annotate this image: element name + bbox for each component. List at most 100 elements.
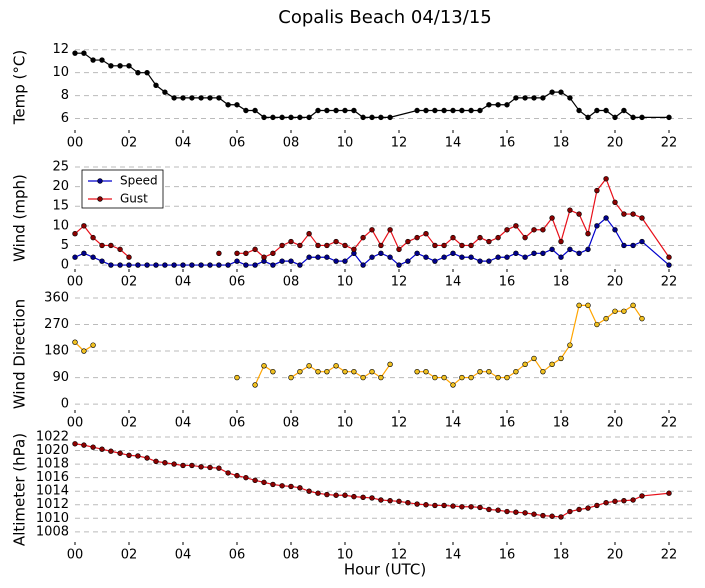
- data-point: [549, 215, 555, 221]
- y-tick-label: 12: [52, 42, 69, 57]
- data-point: [522, 234, 528, 241]
- data-point: [198, 262, 204, 268]
- data-point: [108, 448, 114, 454]
- data-point: [558, 89, 564, 95]
- y-tick-label: 1020: [36, 443, 69, 458]
- data-point: [180, 262, 186, 268]
- data-point: [243, 474, 249, 481]
- data-point: [414, 234, 420, 241]
- data-point: [243, 262, 249, 268]
- data-point: [315, 242, 321, 249]
- x-tick-label: 10: [337, 416, 354, 431]
- y-tick-label: 10: [52, 218, 69, 233]
- data-point: [423, 254, 429, 260]
- data-point: [396, 262, 402, 268]
- data-point: [459, 242, 465, 249]
- x-tick-label: 14: [445, 136, 462, 151]
- data-point: [351, 493, 357, 500]
- data-point: [342, 492, 348, 498]
- data-point: [387, 114, 393, 121]
- data-point: [99, 242, 105, 249]
- x-tick-label: 16: [499, 275, 516, 290]
- data-point: [495, 102, 501, 108]
- data-point: [405, 238, 411, 245]
- x-tick-label: 10: [337, 548, 354, 563]
- data-point: [270, 481, 276, 488]
- data-point: [513, 223, 519, 229]
- data-point: [567, 207, 573, 213]
- data-point: [576, 506, 582, 513]
- y-tick-label: 1018: [36, 457, 69, 472]
- data-point: [603, 176, 609, 182]
- x-tick-label: 10: [337, 275, 354, 290]
- x-tick-label: 02: [121, 416, 138, 431]
- data-point: [153, 82, 159, 88]
- data-point: [441, 107, 447, 114]
- data-point: [549, 513, 555, 519]
- data-point: [126, 63, 132, 69]
- data-point: [387, 227, 393, 233]
- data-point: [486, 102, 492, 108]
- data-point: [468, 504, 474, 510]
- y-tick-label: 1022: [36, 430, 69, 445]
- data-point: [621, 211, 627, 217]
- x-tick-label: 12: [391, 548, 408, 563]
- x-tick-label: 20: [607, 416, 624, 431]
- data-point: [513, 509, 519, 515]
- data-point: [468, 254, 474, 260]
- data-point: [198, 464, 204, 470]
- data-point: [486, 258, 492, 264]
- data-point: [459, 374, 465, 381]
- y-tick-label: 1012: [36, 497, 69, 512]
- x-tick-label: 08: [283, 136, 300, 151]
- x-tick-label: 18: [553, 548, 570, 563]
- data-point: [198, 95, 204, 101]
- data-point: [72, 254, 78, 260]
- data-point: [360, 234, 366, 241]
- data-point: [144, 69, 150, 76]
- data-point: [432, 242, 438, 249]
- data-point: [234, 250, 240, 257]
- data-point: [396, 246, 402, 253]
- y-tick-label: 0: [61, 397, 69, 412]
- data-point: [666, 254, 672, 260]
- x-tick-label: 04: [175, 416, 192, 431]
- y-tick-label: 270: [44, 317, 69, 332]
- data-point: [360, 262, 366, 268]
- data-point: [378, 374, 384, 381]
- data-point: [414, 250, 420, 257]
- data-point: [459, 504, 465, 510]
- data-point: [639, 114, 645, 121]
- data-point: [576, 107, 582, 114]
- data-point: [486, 368, 492, 375]
- data-point: [621, 308, 627, 314]
- y-axis-label: Temp (°C): [11, 50, 29, 125]
- data-point: [549, 89, 555, 95]
- data-point: [306, 230, 312, 237]
- data-point: [621, 107, 627, 114]
- data-point: [378, 497, 384, 503]
- data-point: [360, 374, 366, 381]
- x-tick-label: 04: [175, 136, 192, 151]
- data-point: [360, 494, 366, 500]
- data-point: [387, 361, 393, 368]
- data-point: [270, 250, 276, 257]
- y-tick-label: 0: [61, 258, 69, 273]
- data-point: [612, 498, 618, 505]
- data-point: [342, 242, 348, 249]
- data-point: [432, 107, 438, 114]
- chart-title: Copalis Beach 04/13/15: [278, 7, 491, 28]
- data-point: [567, 95, 573, 101]
- data-point: [117, 262, 123, 268]
- data-point: [351, 246, 357, 253]
- data-point: [612, 114, 618, 121]
- data-point: [225, 262, 231, 268]
- x-tick-label: 00: [67, 548, 84, 563]
- data-point: [495, 234, 501, 241]
- data-point: [540, 368, 546, 375]
- y-tick-label: 25: [52, 160, 69, 175]
- data-point: [279, 483, 285, 489]
- data-point: [540, 95, 546, 101]
- data-point: [450, 503, 456, 509]
